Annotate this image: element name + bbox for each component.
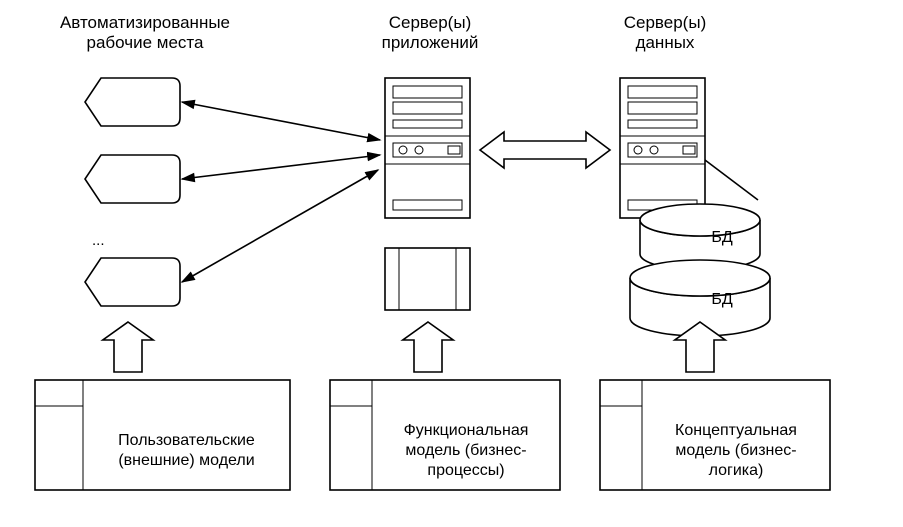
- model-box-2-line-2: логика): [709, 462, 764, 479]
- app-server: [385, 78, 470, 218]
- header-appserver-l1: Сервер(ы): [389, 13, 471, 32]
- model-box-1-line-0: Функциональная: [404, 422, 529, 439]
- model-box-0-line-0: Пользовательские: [118, 432, 255, 449]
- data-server: [620, 78, 705, 218]
- up-arrow-0: [103, 322, 153, 372]
- header-appserver-l2: приложений: [382, 33, 479, 52]
- double-arrow-app-data: [480, 132, 610, 168]
- workstation-node-0: [85, 78, 180, 126]
- edge-ws-app-1: [182, 155, 380, 179]
- up-arrow-1: [403, 322, 453, 372]
- server-to-db-connector: [705, 160, 758, 200]
- model-box-1-line-2: процессы): [427, 462, 504, 479]
- model-box-0-line-1: (внешние) модели: [118, 452, 254, 469]
- workstation-node-1: [85, 155, 180, 203]
- header-dataserver-l2: данных: [636, 33, 695, 52]
- model-box-2-line-1: модель (бизнес-: [675, 442, 796, 459]
- database-label-1: БД: [711, 291, 733, 308]
- workstation-node-2: [85, 258, 180, 306]
- model-box-1-line-1: модель (бизнес-: [405, 442, 526, 459]
- model-box-2-line-0: Концептуальная: [675, 422, 797, 439]
- edge-ws-app-0: [182, 102, 380, 140]
- workstation-ellipsis: ...: [92, 232, 105, 249]
- app-module-box: [385, 248, 470, 310]
- header-workstations-l1: Автоматизированные: [60, 13, 230, 32]
- database-label-0: БД: [711, 229, 733, 246]
- header-dataserver-l1: Сервер(ы): [624, 13, 706, 32]
- edge-ws-app-2: [182, 170, 378, 282]
- header-workstations-l2: рабочие места: [87, 33, 204, 52]
